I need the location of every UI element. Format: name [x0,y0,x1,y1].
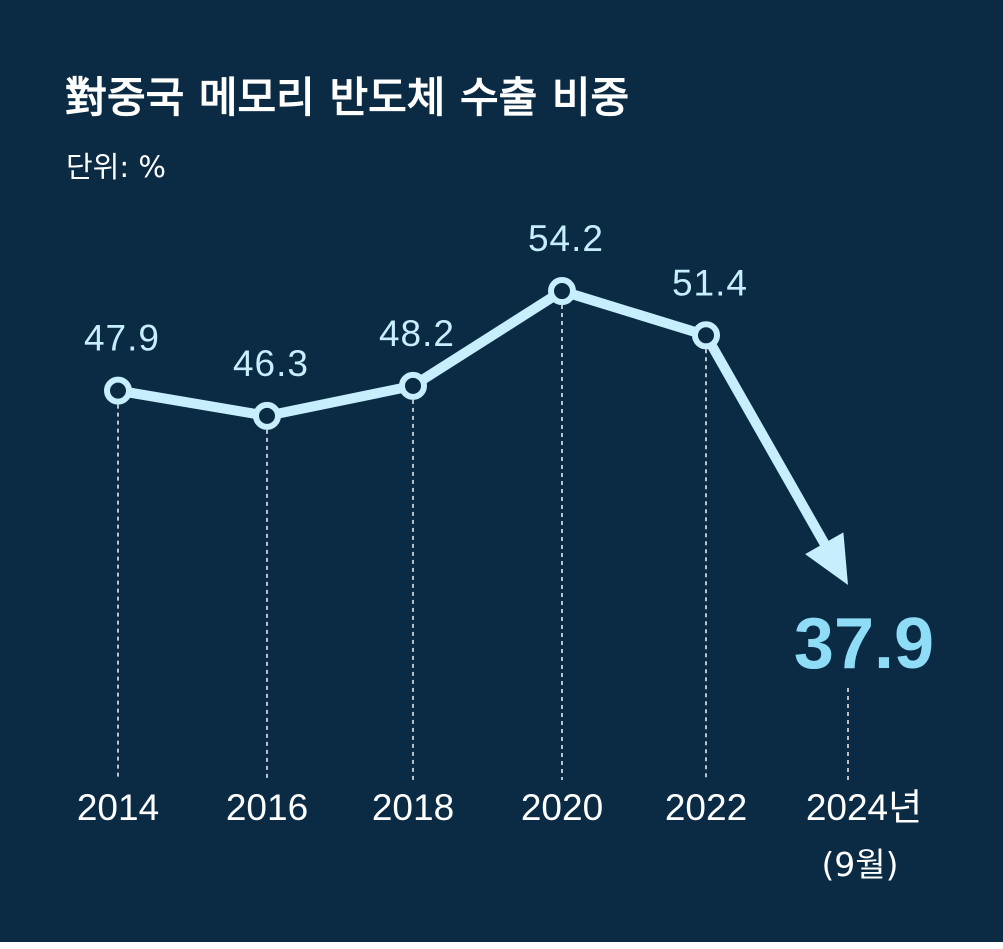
series-line [113,286,848,585]
tick-label-5: 2024년 [806,787,922,828]
data-points [104,277,720,430]
arrow-head [805,532,848,585]
series-line-drop [701,330,832,552]
tick-label-3: 2020 [521,787,603,828]
tick-label-2: 2018 [372,787,454,828]
data-point-2014 [104,376,132,405]
value-label-2014: 47.9 [84,318,160,359]
value-label-final: 37.9 [794,604,934,684]
tick-label-0: 2014 [77,787,159,828]
guide-lines [117,305,849,780]
unit-label: 단위: % [66,150,166,184]
value-label-2022: 51.4 [672,262,748,303]
data-point-2016 [253,401,281,430]
value-label-2020: 54.2 [528,218,604,259]
tick-label-1: 2016 [226,787,308,828]
chart-title: 對중국 메모리 반도체 수출 비중 [65,73,629,122]
tick-label-4: 2022 [665,787,747,828]
data-point-2018 [399,371,427,400]
data-point-2022 [692,321,720,350]
data-point-2020 [548,277,576,306]
value-label-2016: 46.3 [233,343,309,384]
x-axis-ticks: 2014 2016 2018 2020 2022 2024년 (9월) [77,787,922,884]
tick-note-5: (9월) [821,845,898,884]
value-label-2018: 48.2 [379,313,455,354]
value-labels: 47.9 46.3 48.2 54.2 51.4 37.9 [84,218,934,684]
